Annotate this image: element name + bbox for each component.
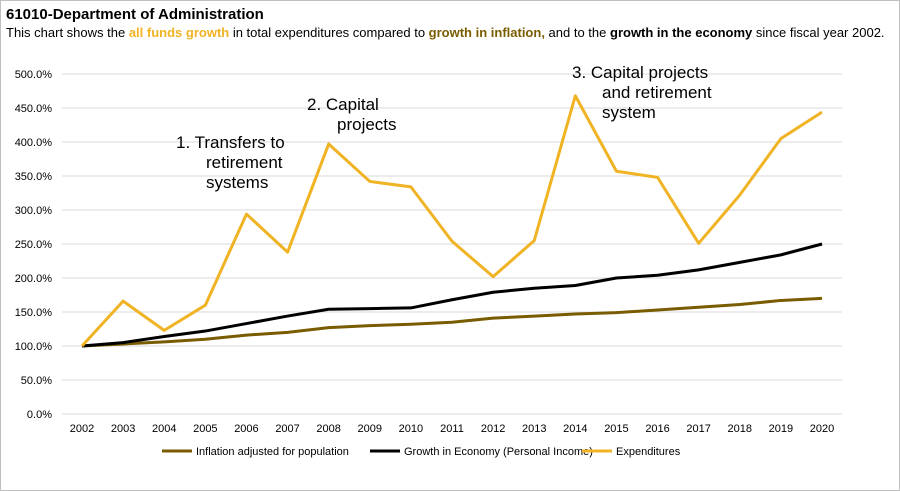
subtitle-highlight-inflation: growth in inflation,	[428, 25, 545, 40]
x-tick-label: 2012	[481, 423, 505, 435]
x-tick-label: 2007	[275, 423, 299, 435]
x-tick-label: 2002	[70, 423, 94, 435]
legend: Inflation adjusted for population Growth …	[162, 446, 681, 458]
x-tick-label: 2017	[686, 423, 710, 435]
series-line-inflation-adjusted-for-population	[81, 296, 823, 348]
x-tick-label: 2018	[728, 423, 752, 435]
y-tick-label: 250.0%	[15, 239, 53, 251]
y-tick-label: 100.0%	[15, 341, 53, 353]
x-tick-label: 2004	[152, 423, 176, 435]
annotation-text: retirement	[206, 153, 283, 172]
y-tick-label: 350.0%	[15, 171, 53, 183]
subtitle-text-4: since fiscal year 2002.	[752, 25, 885, 40]
subtitle-text-1: This chart shows the	[6, 25, 129, 40]
annotation-text: 3. Capital projects	[572, 63, 708, 82]
x-tick-label: 2008	[316, 423, 340, 435]
x-tick-label: 2013	[522, 423, 546, 435]
x-tick-label: 2006	[234, 423, 258, 435]
x-tick-label: 2020	[810, 423, 834, 435]
legend-label: Growth in Economy (Personal Income)	[404, 446, 593, 458]
series-line-expenditures	[80, 94, 823, 348]
gridlines	[62, 73, 842, 415]
annotation-text: system	[602, 103, 656, 122]
annotation-text: 1. Transfers to	[176, 133, 285, 152]
subtitle-highlight-economy: growth in the economy	[610, 25, 753, 40]
annotation-text: projects	[337, 115, 397, 134]
y-axis-tick-labels: 0.0% 50.0% 100.0% 150.0% 200.0% 250.0% 300.0% 3…	[15, 69, 53, 421]
x-axis-tick-labels: 2002 2003 2004 2005 2006 2007 2008 2009 2010 2011…	[70, 423, 834, 435]
y-tick-label: 400.0%	[15, 137, 53, 149]
x-tick-label: 2010	[399, 423, 423, 435]
subtitle-text-3: and to the	[544, 25, 610, 40]
y-tick-label: 300.0%	[15, 205, 53, 217]
x-tick-label: 2014	[563, 423, 587, 435]
legend-label: Inflation adjusted for population	[196, 446, 349, 458]
subtitle-text-2: in total expenditures compared to	[229, 25, 429, 40]
annotation-text: and retirement	[602, 83, 712, 102]
chart-subtitle: This chart shows the all funds growth in…	[6, 25, 886, 41]
x-tick-label: 2005	[193, 423, 217, 435]
subtitle-highlight-expenditures: all funds growth	[128, 25, 230, 40]
y-tick-label: 150.0%	[15, 307, 53, 319]
y-tick-label: 0.0%	[27, 409, 52, 421]
y-tick-label: 450.0%	[15, 103, 53, 115]
legend-label: Expenditures	[616, 446, 681, 458]
y-tick-label: 500.0%	[15, 69, 53, 81]
series-lines	[80, 94, 823, 348]
x-tick-label: 2003	[111, 423, 135, 435]
x-tick-label: 2011	[440, 423, 464, 435]
y-tick-label: 50.0%	[21, 375, 52, 387]
x-tick-label: 2016	[645, 423, 669, 435]
x-tick-label: 2009	[358, 423, 382, 435]
x-tick-label: 2015	[604, 423, 628, 435]
x-tick-label: 2019	[769, 423, 793, 435]
series-line-growth-in-economy-personal-income	[81, 242, 823, 348]
annotation-text: 2. Capital	[307, 95, 379, 114]
chart-title: 61010-Department of Administration	[6, 6, 264, 23]
annotation-text: systems	[206, 173, 268, 192]
y-tick-label: 200.0%	[15, 273, 53, 285]
